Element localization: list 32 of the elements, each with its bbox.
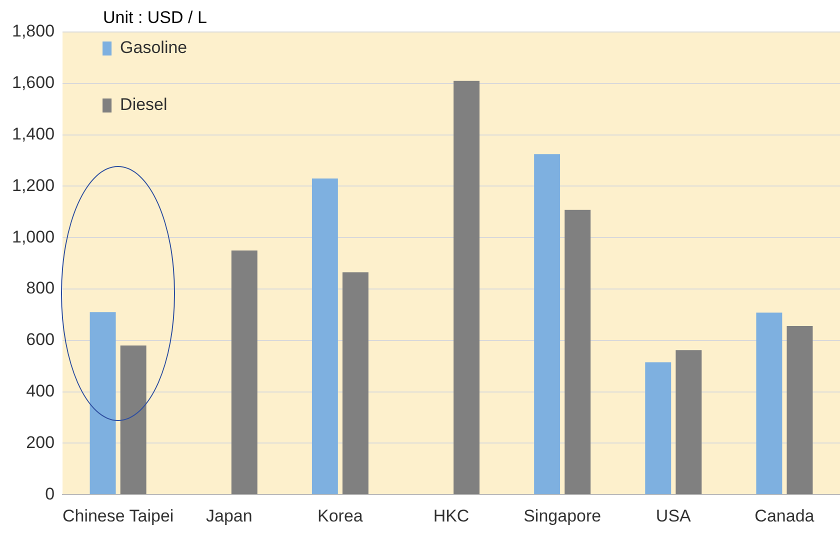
bar — [786, 326, 813, 494]
bar — [120, 346, 146, 494]
y-tick-label: 400 — [26, 381, 55, 400]
bar — [756, 312, 782, 494]
x-tick-label: Singapore — [524, 506, 602, 526]
x-tick-label: HKC — [433, 506, 470, 526]
y-tick-label: 200 — [26, 432, 55, 452]
y-tick-label: 1,600 — [12, 73, 55, 92]
y-tick-label: 1,200 — [12, 176, 55, 195]
legend-label: Gasoline — [120, 38, 188, 58]
x-tick-label: Canada — [754, 506, 815, 526]
y-tick-label: 1,400 — [12, 124, 55, 144]
bar — [231, 250, 258, 494]
bar — [645, 362, 672, 494]
bar — [312, 178, 338, 494]
x-tick-label: Chinese Taipei — [62, 506, 174, 526]
bar — [342, 272, 368, 494]
bar — [90, 312, 116, 494]
bar — [676, 350, 702, 494]
bar — [454, 80, 480, 494]
bar — [534, 154, 560, 494]
y-tick-label: 1,800 — [12, 22, 55, 41]
legend-label: Diesel — [120, 95, 168, 114]
x-tick-label: Korea — [318, 506, 364, 526]
y-tick-label: 800 — [26, 278, 55, 298]
y-tick-label: 600 — [26, 330, 55, 350]
x-tick-label: Japan — [206, 506, 252, 526]
x-tick-label: USA — [656, 506, 692, 526]
text: Unit : USD / L — [103, 8, 207, 28]
y-tick-label: 0 — [45, 484, 55, 504]
y-tick-label: 1,000 — [12, 227, 55, 246]
bar — [564, 210, 591, 494]
